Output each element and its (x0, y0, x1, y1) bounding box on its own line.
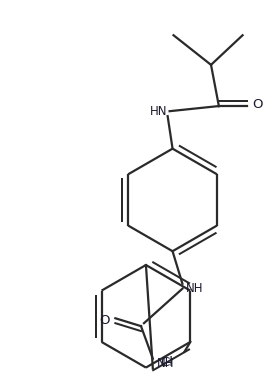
Text: O: O (99, 314, 110, 327)
Text: Cl: Cl (161, 356, 173, 369)
Text: NH: NH (186, 282, 204, 295)
Text: NH: NH (157, 357, 174, 370)
Text: O: O (252, 98, 263, 111)
Text: HN: HN (150, 105, 168, 118)
